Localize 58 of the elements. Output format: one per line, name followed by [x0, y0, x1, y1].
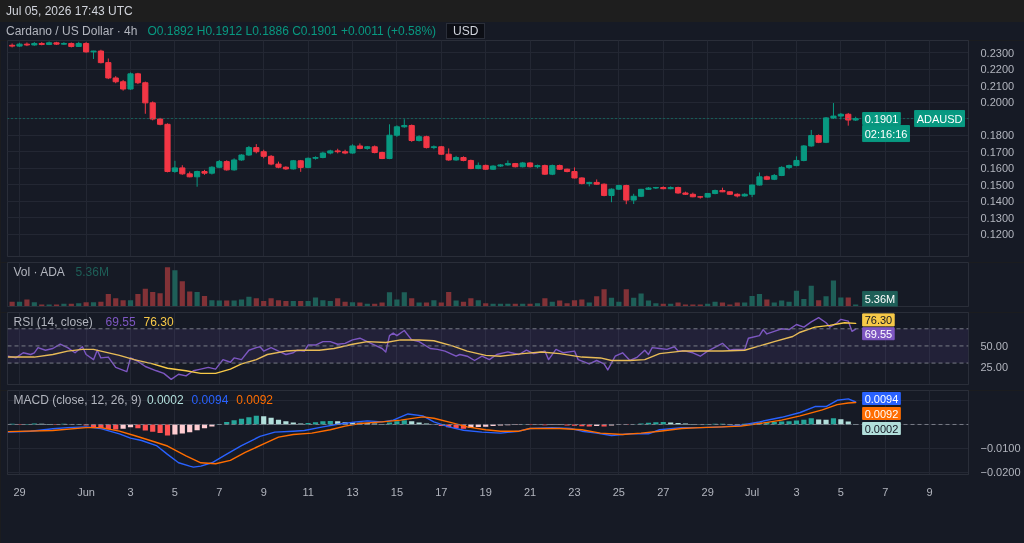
x-tick-label: 11: [302, 485, 314, 498]
x-tick-label: 29: [701, 485, 714, 498]
y-tick-label: 25.00: [980, 361, 1009, 374]
y-tick-label: 0.2100: [980, 79, 1015, 92]
y-tick-label: −0.0200: [980, 466, 1021, 479]
annotation: 5.36M: [75, 264, 109, 279]
x-tick-label: 17: [435, 485, 448, 498]
y-tick-label: −0.0100: [980, 442, 1021, 455]
annotation: 0.0094: [191, 393, 229, 407]
chart-title: Vol · ADA: [13, 264, 65, 279]
chart-title: RSI (14, close): [13, 314, 93, 329]
chart-subtitle: O0.1892 H0.1912 L0.1886 C0.1901 +0.0011 (+0.58%): [147, 24, 437, 38]
y-tick-label: 0.2000: [980, 96, 1015, 109]
x-tick-label: 5: [171, 485, 178, 498]
x-tick-label: 19: [479, 485, 492, 498]
chart-title: MACD (close, 12, 26, 9): [13, 392, 142, 407]
y-tick-label: 0.1300: [980, 211, 1015, 224]
x-tick-label: 9: [260, 485, 267, 498]
annotation: 02:16:16: [864, 127, 908, 140]
y-tick-label: 50.00: [980, 339, 1009, 352]
x-tick-label: 21: [523, 485, 537, 498]
x-tick-label: 13: [346, 485, 359, 498]
y-tick-label: 0.1700: [980, 145, 1015, 158]
y-tick-label: 0.1600: [980, 162, 1015, 175]
x-tick-label: 3: [127, 485, 134, 498]
x-tick-label: 5: [837, 485, 844, 498]
y-tick-label: 0.2300: [980, 46, 1015, 59]
y-tick-label: 0.1400: [980, 195, 1015, 208]
annotation: 76.30: [864, 313, 893, 326]
annotation: 5.36M: [864, 293, 896, 306]
annotation: 76.30: [143, 315, 174, 329]
x-tick-label: 29: [13, 485, 26, 498]
x-tick-label: 7: [882, 485, 889, 498]
annotation: 0.0092: [864, 407, 899, 420]
x-tick-label: Jun: [77, 485, 95, 498]
annotation: 0.0002: [146, 393, 184, 407]
ref-line-label: ADAUSD: [916, 112, 963, 125]
annotation: 0.1901: [864, 112, 899, 125]
x-tick-label: Jul: [745, 485, 760, 498]
annotation: 0.0002: [864, 422, 899, 435]
y-tick-label: 0.1200: [980, 228, 1015, 241]
text: Jul 05, 2026 17:43 UTC: [6, 3, 133, 20]
text: USD: [446, 23, 486, 39]
annotation: 69.55: [105, 315, 136, 329]
x-tick-label: 9: [926, 485, 933, 498]
y-tick-label: 0.2200: [980, 63, 1015, 76]
annotation: 69.55: [864, 327, 893, 340]
x-tick-label: 7: [216, 485, 223, 498]
annotation: 0.0092: [236, 393, 274, 407]
x-tick-label: 23: [568, 485, 581, 498]
x-tick-label: 3: [793, 485, 800, 498]
x-tick-label: 27: [657, 485, 670, 498]
y-tick-label: 0.1800: [980, 129, 1015, 142]
annotation: 0.0094: [864, 392, 899, 405]
y-tick-label: 0.1500: [980, 178, 1015, 191]
x-tick-label: 25: [612, 485, 626, 498]
x-tick-label: 15: [390, 485, 404, 498]
chart-title: Cardano / US Dollar · 4h: [6, 24, 138, 38]
